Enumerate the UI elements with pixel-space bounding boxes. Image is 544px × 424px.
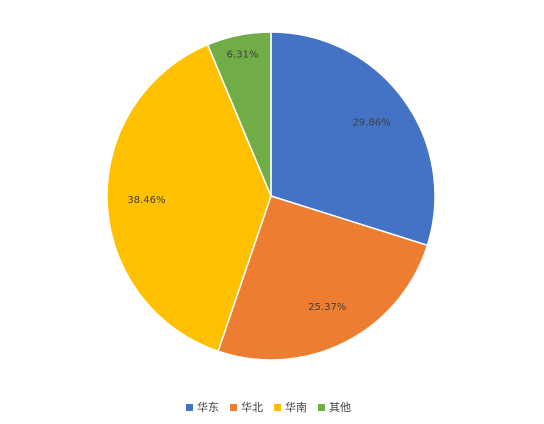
slice-label-1: 29.86% xyxy=(352,117,390,128)
legend-swatch-2 xyxy=(230,404,237,411)
legend-label-2: 华北 xyxy=(241,400,263,414)
slice-label-3: 38.46% xyxy=(127,195,165,206)
legend-swatch-3 xyxy=(274,404,281,411)
pie-slice-3 xyxy=(106,43,272,353)
slice-label-4: 6.31% xyxy=(227,50,259,61)
legend-swatch-1 xyxy=(186,404,193,411)
pie-slice-2 xyxy=(217,195,429,361)
pie-slices xyxy=(106,31,436,361)
legend-label-1: 华东 xyxy=(197,400,219,414)
legend-label-3: 华南 xyxy=(285,400,307,414)
legend-swatch-4 xyxy=(318,404,325,411)
legend-label-4: 其他 xyxy=(329,401,351,414)
slice-labels: 29.86% 25.37% 38.46% 6.31% xyxy=(127,50,390,314)
pie-slice-1 xyxy=(270,31,436,247)
pie-slice-4 xyxy=(206,31,272,197)
legend: 华东 华北 华南 其他 xyxy=(186,400,351,414)
slice-label-2: 25.37% xyxy=(308,302,346,313)
